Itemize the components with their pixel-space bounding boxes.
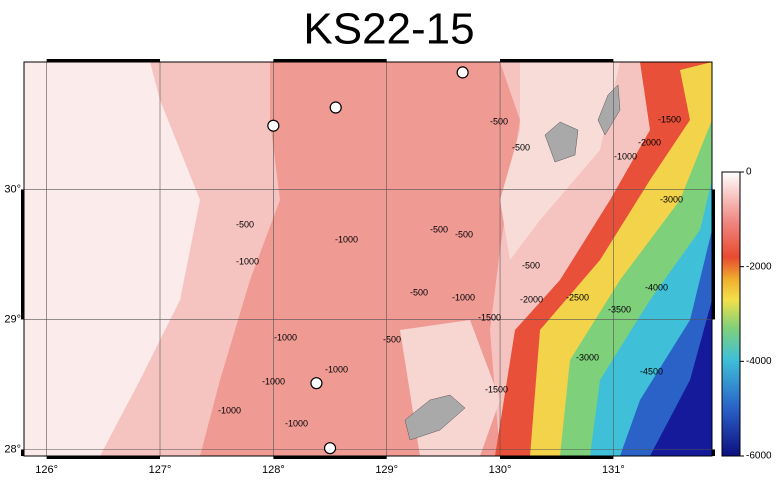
contour-label: -2000 xyxy=(638,137,661,147)
contour-label: -1000 xyxy=(285,418,308,428)
contour-label: -3000 xyxy=(660,194,683,204)
frame-bar xyxy=(21,449,24,456)
graticule xyxy=(24,62,712,456)
y-tick-label: 30° xyxy=(4,183,21,195)
station xyxy=(310,377,323,390)
station xyxy=(323,442,337,455)
x-tick-label: 130° xyxy=(489,464,512,476)
contour-label: -3000 xyxy=(576,352,599,362)
y-tick-label: 28° xyxy=(4,443,21,455)
frame-bar xyxy=(46,456,161,459)
x-tick-label: 126° xyxy=(35,464,58,476)
station xyxy=(267,119,280,132)
station xyxy=(329,101,342,114)
contour-label: -2000 xyxy=(520,294,543,304)
contour-label: -4000 xyxy=(645,282,668,292)
contour-label: -1000 xyxy=(262,376,285,386)
frame-bar xyxy=(21,189,24,320)
colorbar-tick-label: -6000 xyxy=(746,451,772,462)
contour-label: -500 xyxy=(430,224,448,234)
x-tick-label: 129° xyxy=(375,464,398,476)
contour-label: -500 xyxy=(490,116,508,126)
map-title: KS22-15 xyxy=(303,5,474,54)
x-tick-label: 128° xyxy=(262,464,285,476)
frame-bar xyxy=(712,449,715,456)
colorbar-tick-label: -4000 xyxy=(746,356,772,367)
contour-label: -500 xyxy=(512,142,530,152)
x-tick-label: 131° xyxy=(602,464,625,476)
contour-label: -500 xyxy=(522,260,540,270)
frame-bar xyxy=(46,59,161,62)
station xyxy=(456,66,469,79)
contour-label: -4500 xyxy=(640,366,663,376)
contour-label: -1000 xyxy=(218,405,241,415)
frame-bar xyxy=(500,456,614,459)
contour-label: -2500 xyxy=(566,292,589,302)
colorbar-tick-label: -2000 xyxy=(746,261,772,272)
contour-label: -1000 xyxy=(325,364,348,374)
contour-label: -1500 xyxy=(485,384,508,394)
contour-label: -1000 xyxy=(614,151,637,161)
colorbar xyxy=(721,171,741,457)
contour-label: -1000 xyxy=(452,292,475,302)
frame-bar xyxy=(273,59,387,62)
contour-label: -1000 xyxy=(236,256,259,266)
contour-label: -500 xyxy=(383,334,401,344)
x-tick-label: 127° xyxy=(149,464,172,476)
frame-bar xyxy=(500,59,614,62)
contour-label: -500 xyxy=(236,219,254,229)
contour-label: -3500 xyxy=(608,304,631,314)
contour-label: -500 xyxy=(455,229,473,239)
colorbar-tick-label: 0 xyxy=(746,167,752,178)
frame-bar xyxy=(273,456,387,459)
bathymetry xyxy=(24,62,712,456)
contour-label: -1500 xyxy=(478,312,501,322)
contour-label: -1000 xyxy=(335,234,358,244)
contour-label: -1500 xyxy=(658,114,681,124)
contour-label: -1000 xyxy=(274,332,297,342)
contour-labels: -500 -500 -500 -1000 -1000 -500 -500 -50… xyxy=(218,114,683,428)
y-tick-label: 29° xyxy=(4,313,21,325)
contour-label: -500 xyxy=(410,287,428,297)
frame-bar xyxy=(712,189,715,320)
